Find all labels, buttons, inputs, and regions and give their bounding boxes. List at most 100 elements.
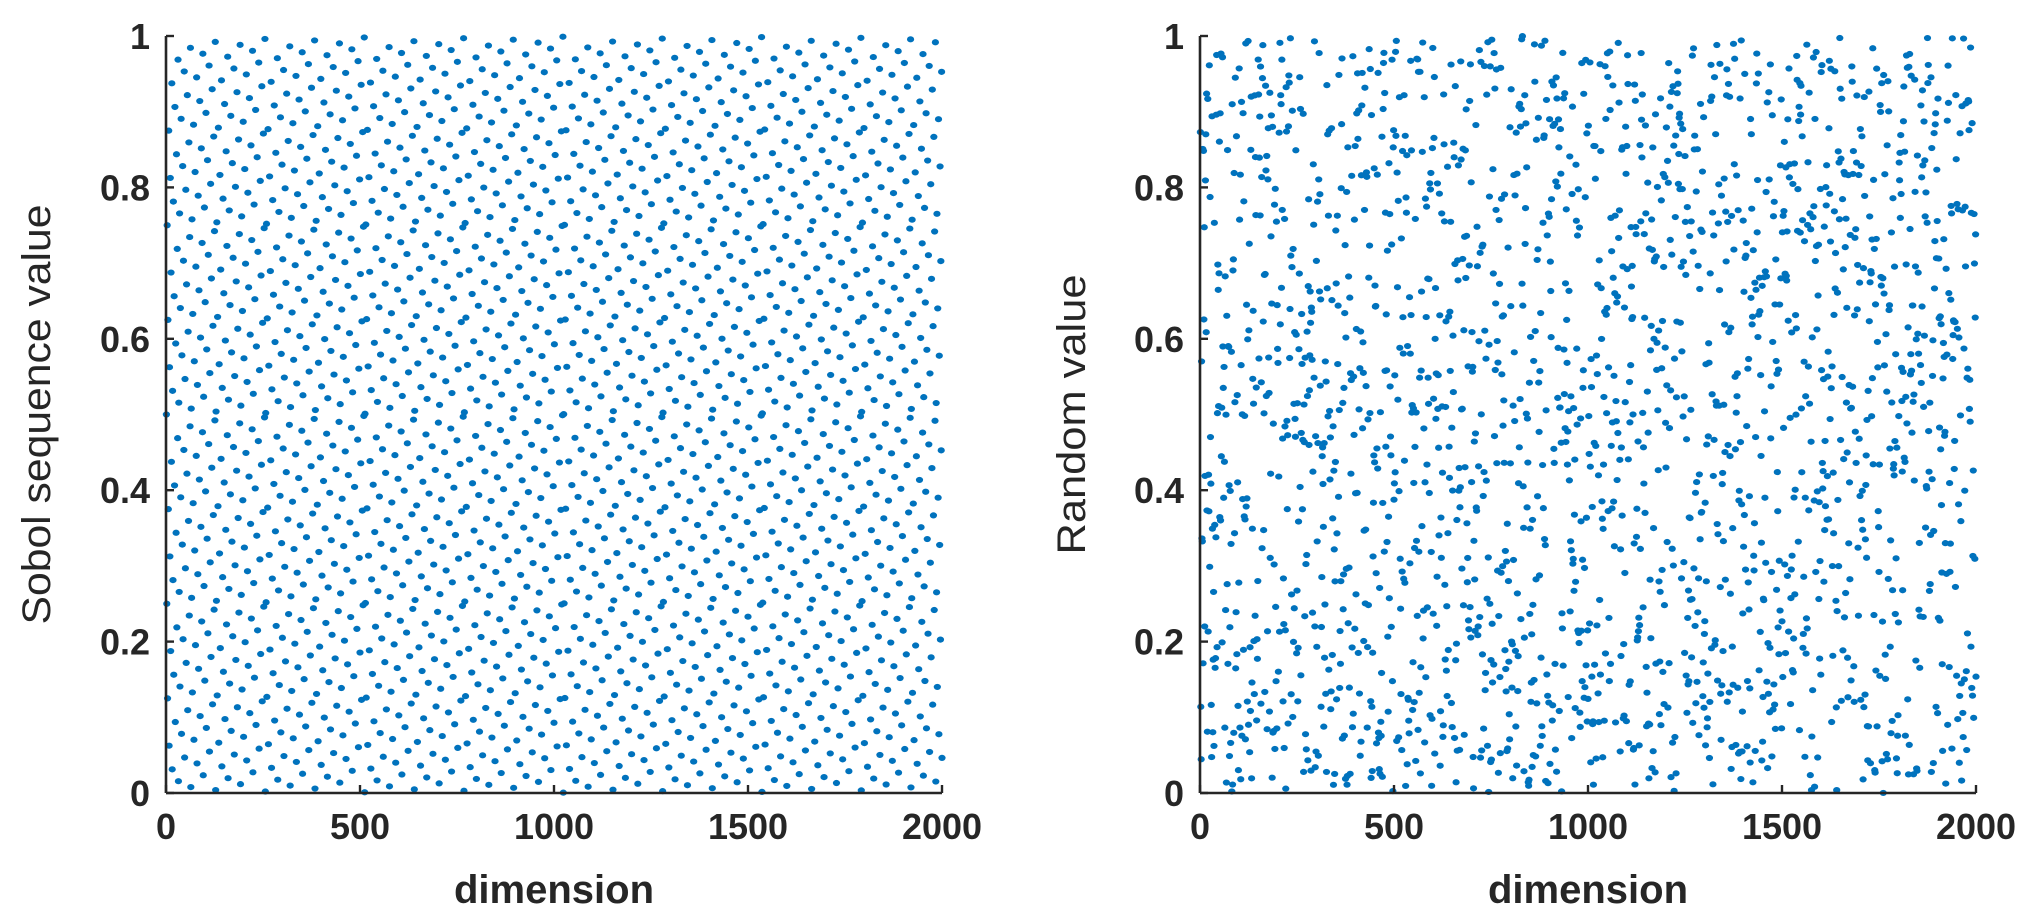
scatter-point <box>937 258 945 265</box>
scatter-point <box>698 486 706 493</box>
scatter-point <box>666 196 674 203</box>
scatter-point <box>760 504 768 512</box>
scatter-point <box>566 576 574 583</box>
scatter-point <box>1214 286 1222 293</box>
scatter-point <box>445 520 453 527</box>
scatter-point <box>1683 204 1691 211</box>
scatter-point <box>833 590 841 597</box>
scatter-point <box>565 458 573 465</box>
scatter-point <box>1392 132 1400 139</box>
scatter-point <box>629 183 637 190</box>
scatter-point <box>505 178 513 185</box>
scatter-point <box>607 511 615 518</box>
scatter-point <box>447 425 455 432</box>
scatter-point <box>1632 533 1641 540</box>
scatter-point <box>280 374 288 381</box>
scatter-point <box>1521 92 1529 99</box>
scatter-point <box>1585 413 1593 420</box>
scatter-point <box>1516 123 1525 130</box>
scatter-point <box>1216 110 1224 117</box>
scatter-point <box>598 677 606 684</box>
scatter-point <box>836 543 844 550</box>
scatter-point <box>1509 556 1518 564</box>
scatter-point <box>325 679 333 686</box>
scatter-point <box>1781 561 1789 568</box>
scatter-point <box>754 81 763 88</box>
scatter-point <box>1928 372 1937 380</box>
scatter-point <box>923 535 931 543</box>
scatter-point <box>1959 709 1967 717</box>
scatter-point <box>1466 61 1475 68</box>
scatter-point <box>1945 290 1953 297</box>
scatter-point <box>444 94 452 101</box>
scatter-point <box>248 236 256 244</box>
scatter-point <box>1637 49 1645 57</box>
scatter-point <box>642 473 650 480</box>
scatter-point <box>526 536 534 543</box>
scatter-point <box>785 120 794 127</box>
scatter-point <box>279 66 288 74</box>
scatter-point <box>1535 428 1543 436</box>
scatter-point <box>172 340 180 347</box>
scatter-point <box>285 232 293 239</box>
scatter-point <box>1657 722 1665 729</box>
scatter-point <box>1836 436 1845 444</box>
scatter-point <box>1398 568 1406 575</box>
scatter-point <box>1249 400 1258 407</box>
scatter-point <box>1227 540 1235 548</box>
scatter-point <box>1731 446 1740 453</box>
scatter-point <box>1944 721 1952 728</box>
scatter-point <box>1951 583 1960 591</box>
scatter-point <box>529 370 537 377</box>
scatter-point <box>176 304 184 312</box>
scatter-point <box>1248 775 1256 782</box>
scatter-point <box>1283 506 1291 513</box>
scatter-point <box>697 202 705 209</box>
scatter-point <box>835 732 844 739</box>
scatter-point <box>1674 68 1682 75</box>
scatter-point <box>1843 654 1852 661</box>
scatter-point <box>1489 270 1497 277</box>
scatter-point <box>333 513 342 520</box>
scatter-point <box>580 280 588 288</box>
scatter-point <box>219 195 227 202</box>
scatter-point <box>1430 73 1438 81</box>
scatter-point <box>1371 459 1379 466</box>
scatter-point <box>451 342 459 349</box>
scatter-point <box>1830 208 1838 215</box>
scatter-point <box>1635 742 1643 749</box>
scatter-point <box>1505 658 1513 665</box>
scatter-point <box>1413 612 1421 620</box>
scatter-point <box>555 648 563 655</box>
scatter-point <box>1888 399 1896 406</box>
scatter-point <box>638 638 647 645</box>
scatter-point <box>1949 355 1957 363</box>
scatter-point <box>1584 695 1592 702</box>
scatter-point <box>376 114 384 122</box>
scatter-point <box>631 703 639 710</box>
scatter-point <box>1470 438 1478 445</box>
scatter-point <box>547 766 555 774</box>
scatter-point <box>1579 367 1587 374</box>
scatter-point <box>673 303 681 310</box>
scatter-point <box>1869 176 1878 183</box>
scatter-point <box>251 296 259 303</box>
scatter-point <box>1700 704 1708 711</box>
scatter-point <box>896 674 904 682</box>
scatter-point <box>815 572 823 580</box>
scatter-point <box>1464 617 1473 624</box>
scatter-point <box>541 376 549 383</box>
scatter-point <box>922 110 930 117</box>
scatter-point <box>577 446 585 453</box>
scatter-point <box>1661 344 1669 351</box>
scatter-point <box>421 242 430 249</box>
scatter-point <box>1795 727 1804 734</box>
scatter-point <box>556 80 564 88</box>
scatter-point <box>1723 66 1731 73</box>
scatter-point <box>896 296 905 303</box>
scatter-point <box>304 60 312 68</box>
scatter-point <box>1915 539 1923 547</box>
scatter-point <box>525 347 534 354</box>
scatter-point <box>214 124 222 131</box>
scatter-point <box>1402 209 1411 216</box>
